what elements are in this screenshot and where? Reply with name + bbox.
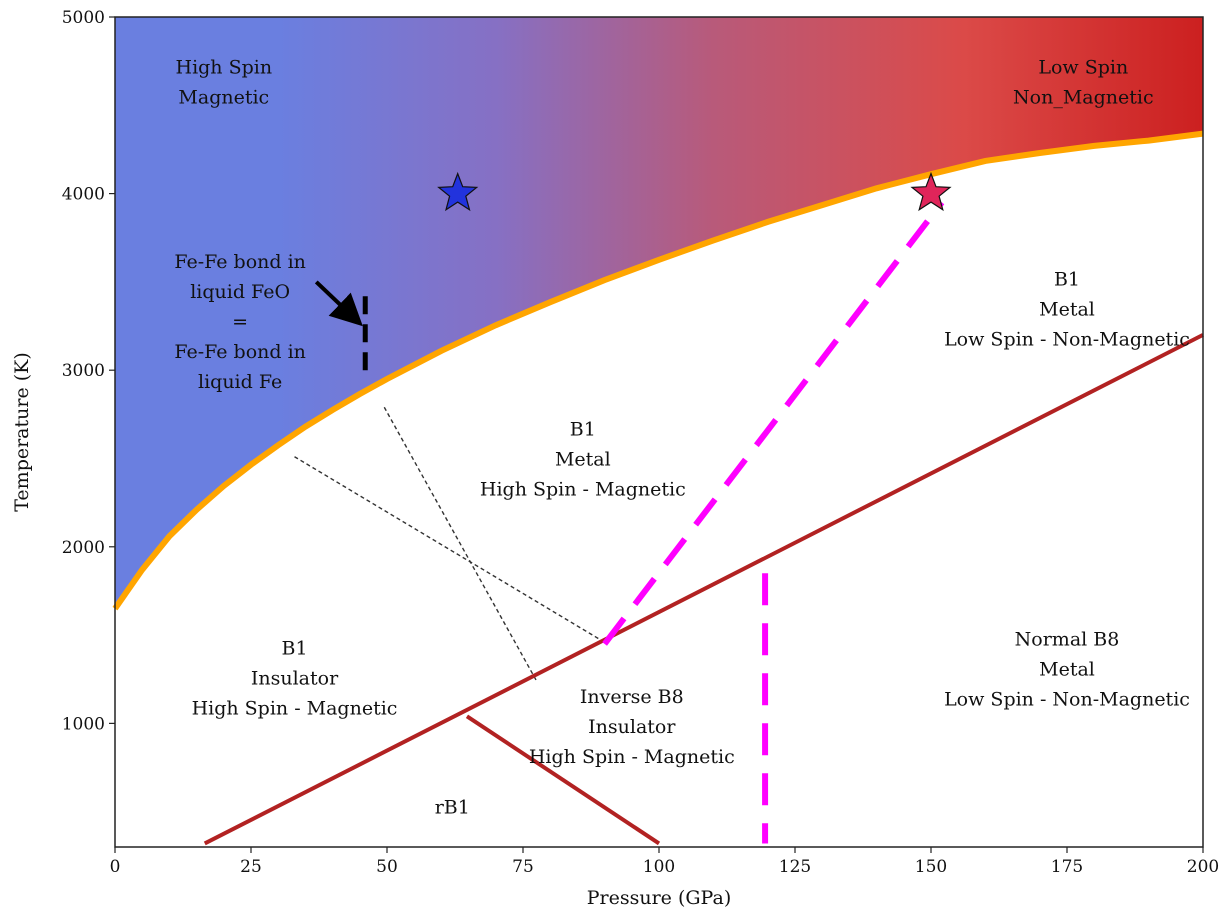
region-label-8: Normal B8 Metal Low Spin - Non-Magnetic [944, 629, 1190, 711]
eos-line-2 [384, 407, 536, 681]
y-tick-label: 2000 [62, 538, 105, 558]
region-label-5: B1 Metal High Spin - Magnetic [480, 419, 686, 501]
region-label-4: B1 Metal Low Spin - Non-Magnetic [944, 268, 1190, 350]
y-tick-label: 4000 [62, 185, 105, 205]
y-tick-label: 1000 [62, 714, 105, 734]
y-tick-label: 3000 [62, 361, 105, 381]
y-axis-title: Temperature (K) [11, 352, 33, 512]
spin-transition-line-1 [605, 202, 942, 643]
x-tick-label: 25 [240, 857, 262, 877]
x-tick-label: 75 [512, 857, 534, 877]
y-tick-label: 5000 [62, 8, 105, 28]
x-axis-title: Pressure (GPa) [587, 887, 731, 909]
region-label-6: B1 Insulator High Spin - Magnetic [192, 638, 398, 720]
x-tick-label: 150 [915, 857, 947, 877]
x-tick-label: 0 [110, 857, 121, 877]
region-label-9: rB1 [435, 796, 470, 818]
x-tick-label: 175 [1051, 857, 1083, 877]
x-tick-label: 50 [376, 857, 398, 877]
x-tick-label: 100 [643, 857, 675, 877]
x-tick-label: 125 [779, 857, 811, 877]
x-tick-label: 200 [1187, 857, 1219, 877]
region-label-7: Inverse B8 Insulator High Spin - Magnetic [529, 686, 735, 768]
